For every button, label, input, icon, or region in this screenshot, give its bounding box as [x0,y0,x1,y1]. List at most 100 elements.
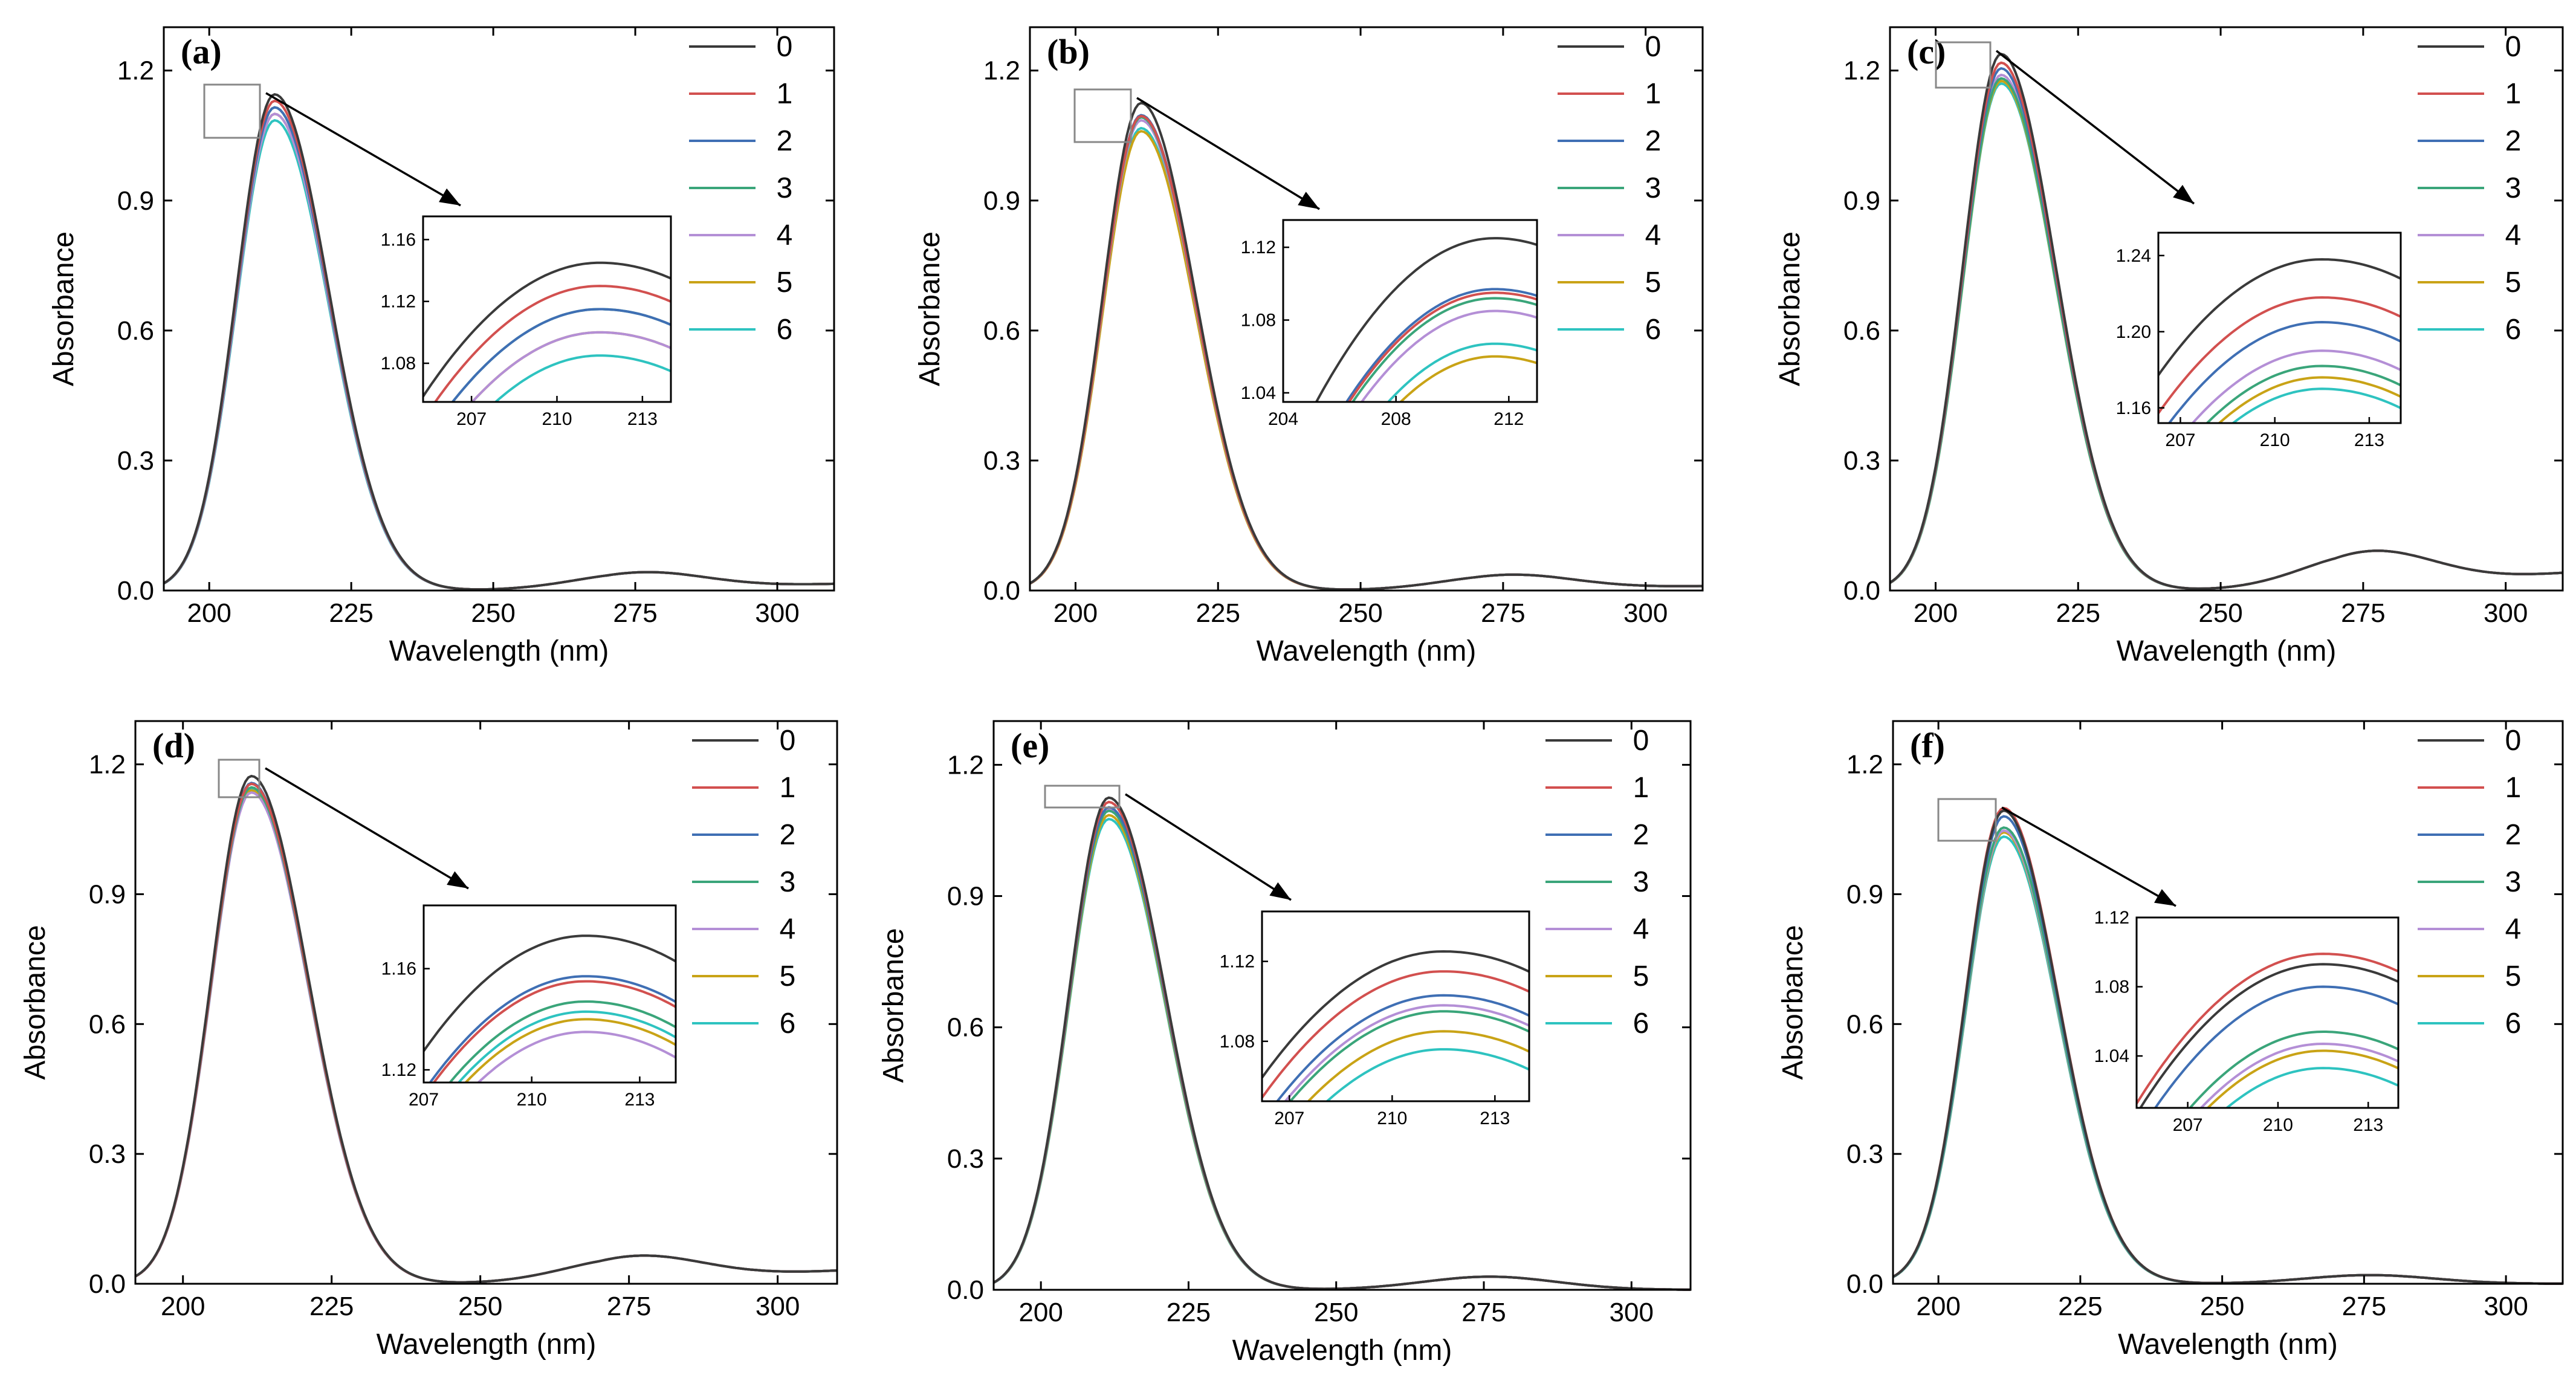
y-axis-title: Absorbance [48,231,80,386]
inset-x-tick-label: 207 [1274,1108,1304,1128]
inset-series-line-0 [423,261,671,398]
y-tick-label: 1.2 [117,56,154,86]
legend-label-4: 4 [1645,219,1662,251]
inset-frame [422,904,677,1084]
inset-series-line-2 [1345,288,1537,402]
inset-series-line-5 [1307,1030,1529,1101]
inset-series-line-1 [433,285,671,402]
inset-series-line-3 [448,1000,676,1082]
inset-y-tick-label: 1.08 [2094,977,2129,997]
inset-y-tick-label: 1.16 [2116,398,2151,418]
series-group [992,796,1691,1291]
inset-series-line-1 [432,980,676,1082]
panel-f: 200 225 250 275 3000.00.30.60.91.2Wavelength… [1777,720,2564,1361]
y-tick-label: 0.3 [89,1139,126,1169]
y-tick-label: 0.0 [117,576,154,606]
y-tick-label: 0.6 [1846,1009,1883,1039]
inset-x-tick-label: 207 [2173,1115,2203,1135]
inset-y-tick-label: 1.20 [2116,322,2151,342]
x-tick-label: 250 [2200,1292,2244,1321]
legend: 0 1 2 3 4 5 6 [1558,31,1661,346]
x-axis-title: Wavelength (nm) [1257,635,1477,667]
inset-y-tick-label: 1.12 [1220,952,1255,972]
inset-background [424,905,676,1082]
inset-x-tick-label: 213 [627,409,658,429]
y-tick-label: 0.3 [117,446,154,476]
inset-series-line-0 [424,934,676,1052]
zoom-arrow-head [1269,882,1291,900]
inset-y-tick-label: 1.12 [2094,908,2129,928]
inset-frame [1282,219,1538,403]
legend-label-0: 0 [1633,725,1649,757]
y-tick-label: 0.6 [1843,316,1880,346]
plot-frame [134,720,838,1285]
inset-y-tick-label: 1.08 [1220,1032,1255,1052]
panel-label: (a) [181,32,222,71]
inset-series-line-5 [2206,1049,2398,1108]
inset-series-line-6 [1325,1048,1529,1101]
x-tick-label: 200 [1018,1298,1063,1327]
legend-label-0: 0 [1645,31,1662,63]
inset-series-group [1315,237,1537,402]
inset-series-line-6 [1387,342,1537,402]
x-axis-title: Wavelength (nm) [2117,635,2337,667]
inset-series-line-1 [2137,953,2398,1104]
inset-y-tick-label: 1.12 [381,1060,416,1080]
inset-frame [2157,231,2402,424]
plot-frame [1029,26,1704,592]
inset-series-group [1262,950,1529,1101]
inset-y-tick-label: 1.08 [381,354,416,374]
inset-x-tick-label: 210 [1377,1108,1407,1128]
legend-label-3: 3 [2505,172,2522,204]
inset-series-line-6 [2231,387,2401,423]
inset-series-line-5 [2217,376,2401,423]
legend-label-0: 0 [777,31,793,63]
legend-label-3: 3 [1633,866,1649,898]
x-axis-title: Wavelength (nm) [2118,1328,2338,1361]
legend-label-4: 4 [2505,219,2522,251]
legend-label-4: 4 [780,913,796,945]
x-tick-label: 250 [471,598,515,628]
x-tick-label: 300 [1623,598,1668,628]
legend-label-5: 5 [780,960,796,992]
x-axis-title: Wavelength (nm) [389,635,609,667]
plot-frame [1889,26,2564,592]
legend: 0 1 2 3 4 5 6 [692,725,795,1040]
zoom-box [1935,41,1992,89]
x-tick-label: 275 [1461,1298,1506,1327]
legend-label-5: 5 [1645,267,1662,299]
legend-label-1: 1 [1633,772,1649,804]
inset: 207 210 213 1.04 1.08 1.12 [2094,908,2400,1135]
inset-series-line-3 [1351,297,1537,402]
inset-frame [422,215,672,403]
inset-x-tick-label: 207 [2165,430,2195,450]
inset-background [423,216,671,402]
inset-x-tick-label: 212 [1493,409,1524,429]
zoom-arrow [1995,50,2195,205]
legend-label-0: 0 [780,725,796,757]
x-tick-label: 250 [1338,598,1382,628]
legend-label-6: 6 [1645,314,1662,346]
legend-label-4: 4 [2505,913,2522,945]
y-axis-title: Absorbance [878,928,910,1082]
zoom-arrow-head [447,871,468,888]
y-tick-label: 0.6 [947,1013,984,1043]
legend-label-3: 3 [777,172,793,204]
y-tick-label: 1.2 [983,56,1020,86]
x-tick-label: 300 [755,598,799,628]
series-line-0 [1029,102,1703,591]
y-tick-label: 1.2 [89,750,126,780]
x-tick-label: 275 [613,598,657,628]
panel-a: 200 225 250 275 3000.00.30.60.91.2Wavelength… [48,26,835,667]
plot-frame [992,720,1692,1291]
legend-label-2: 2 [2505,819,2522,851]
x-tick-label: 250 [458,1292,502,1321]
panel-label: (e) [1011,726,1049,765]
x-tick-label: 200 [1916,1292,1960,1321]
inset: 207 210 213 1.12 1.16 [381,904,677,1110]
x-tick-label: 225 [2056,598,2100,628]
inset-frame [1261,910,1530,1102]
y-tick-label: 0.6 [89,1009,126,1039]
x-tick-label: 300 [756,1292,800,1321]
